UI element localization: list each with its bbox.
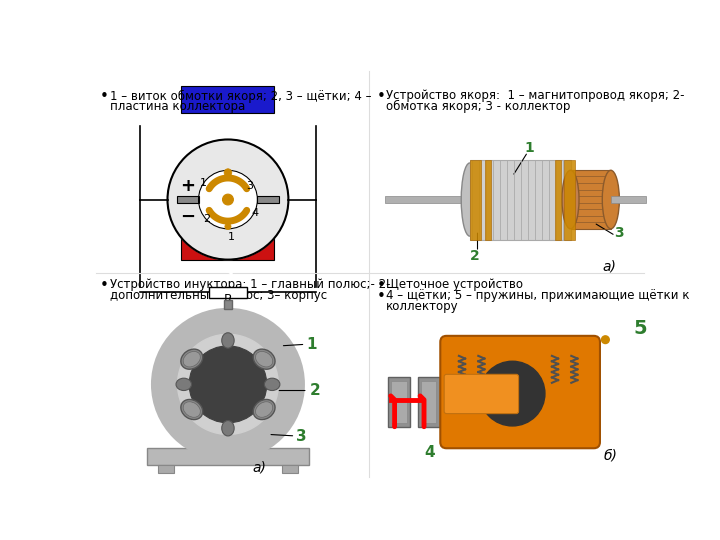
Text: дополнительный полюс; 3– корпус: дополнительный полюс; 3– корпус <box>110 289 328 302</box>
Text: •: • <box>99 278 108 293</box>
Text: 4 – щётки; 5 – пружины, прижимающие щётки к: 4 – щётки; 5 – пружины, прижимающие щётк… <box>386 289 690 302</box>
Text: 4: 4 <box>424 444 435 460</box>
Ellipse shape <box>264 378 280 390</box>
Bar <box>384 195 469 204</box>
Text: Устройство якоря:  1 – магнитопровод якоря; 2-: Устройство якоря: 1 – магнитопровод якор… <box>386 90 685 103</box>
Ellipse shape <box>253 400 275 420</box>
Bar <box>282 465 297 473</box>
Circle shape <box>189 346 266 423</box>
Text: а): а) <box>252 461 266 475</box>
Bar <box>418 377 439 427</box>
Bar <box>224 300 232 309</box>
Text: 1: 1 <box>307 337 317 352</box>
Ellipse shape <box>253 349 275 369</box>
Ellipse shape <box>256 402 273 417</box>
Circle shape <box>225 224 231 230</box>
Circle shape <box>222 194 233 205</box>
Circle shape <box>168 139 289 260</box>
Ellipse shape <box>602 170 619 229</box>
FancyBboxPatch shape <box>147 448 310 465</box>
Text: Щеточное устройство: Щеточное устройство <box>386 278 523 291</box>
Bar <box>258 195 279 204</box>
Ellipse shape <box>176 378 192 390</box>
Text: •: • <box>377 90 386 104</box>
FancyBboxPatch shape <box>444 374 518 414</box>
Text: N: N <box>221 117 235 134</box>
Bar <box>485 159 492 240</box>
Text: 3: 3 <box>613 226 624 240</box>
Text: 3: 3 <box>296 429 307 444</box>
Text: коллектору: коллектору <box>386 300 459 313</box>
Ellipse shape <box>181 349 202 369</box>
Circle shape <box>199 170 258 229</box>
Bar <box>469 159 570 240</box>
Ellipse shape <box>256 352 273 367</box>
Ellipse shape <box>183 402 200 417</box>
Circle shape <box>152 309 304 460</box>
Bar <box>209 287 248 298</box>
Text: R: R <box>224 293 233 306</box>
Text: 3: 3 <box>246 181 253 191</box>
Text: Устройство инуктора: 1 – главный полюс;- 2-: Устройство инуктора: 1 – главный полюс;-… <box>110 278 391 291</box>
Circle shape <box>480 361 545 426</box>
Ellipse shape <box>462 163 478 236</box>
Bar <box>158 465 174 473</box>
Ellipse shape <box>183 352 200 367</box>
Circle shape <box>224 168 232 177</box>
Circle shape <box>601 336 609 343</box>
Text: 2: 2 <box>470 249 480 263</box>
Bar <box>555 159 561 240</box>
Bar <box>392 381 407 423</box>
Text: •: • <box>377 289 386 304</box>
Text: 2: 2 <box>310 383 320 398</box>
Bar <box>421 381 436 423</box>
Text: обмотка якоря; 3 - коллектор: обмотка якоря; 3 - коллектор <box>386 100 570 113</box>
Ellipse shape <box>222 421 234 436</box>
Bar <box>177 195 199 204</box>
Text: 1: 1 <box>525 141 534 155</box>
Text: +: + <box>180 177 195 195</box>
Text: −: − <box>180 207 195 226</box>
Text: S: S <box>222 265 234 282</box>
Text: пластина коллектора: пластина коллектора <box>110 100 246 113</box>
Ellipse shape <box>222 333 234 348</box>
FancyBboxPatch shape <box>441 336 600 448</box>
Ellipse shape <box>562 170 579 229</box>
Text: 1: 1 <box>199 178 207 187</box>
Bar <box>570 170 611 229</box>
Bar <box>564 159 575 240</box>
Circle shape <box>178 334 279 434</box>
Bar <box>181 86 274 112</box>
Text: 2: 2 <box>203 214 210 224</box>
Text: 1 – виток обмотки якоря; 2, 3 – щётки; 4 –: 1 – виток обмотки якоря; 2, 3 – щётки; 4… <box>110 90 372 103</box>
Ellipse shape <box>181 400 202 420</box>
Bar <box>611 195 646 204</box>
Text: •: • <box>99 90 108 104</box>
Text: 4: 4 <box>251 208 258 218</box>
Text: 5: 5 <box>634 320 647 339</box>
Text: б): б) <box>604 448 618 462</box>
Text: 1: 1 <box>228 232 235 241</box>
Bar <box>388 377 410 427</box>
Bar <box>181 234 274 260</box>
Text: а): а) <box>603 260 616 274</box>
Text: •: • <box>377 278 386 293</box>
Bar <box>469 159 481 240</box>
